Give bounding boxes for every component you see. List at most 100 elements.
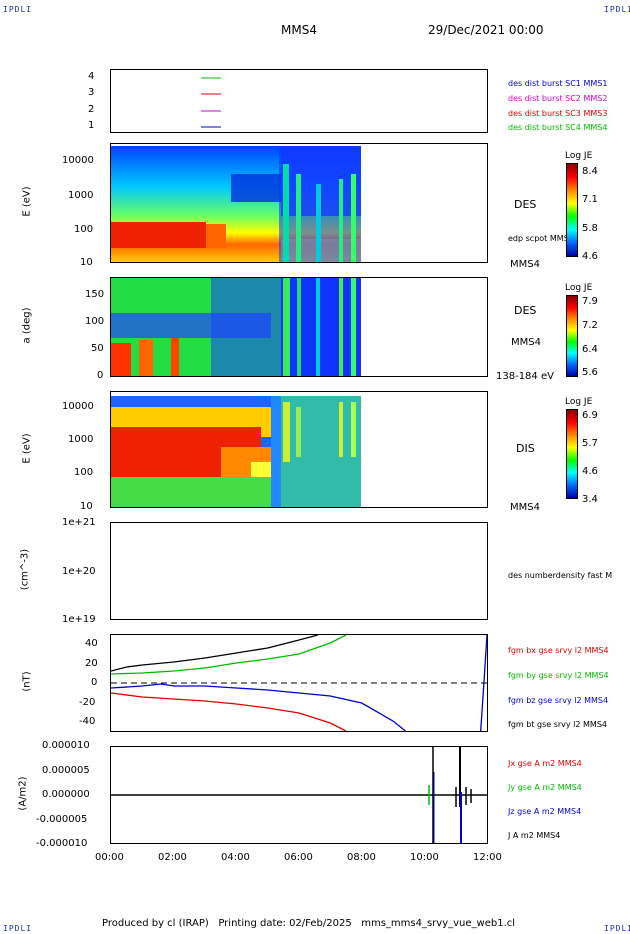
des-e-ylabel: E (eV) — [21, 186, 33, 217]
des-pitch-spectrogram — [111, 278, 361, 376]
dis-energy-panel — [110, 391, 488, 508]
des-pitch-panel — [110, 277, 488, 377]
j-ytick-3: -0.000005 — [36, 814, 88, 825]
cb3-tick-0: 6.9 — [582, 410, 598, 421]
xtick-0600: 06:00 — [284, 852, 313, 863]
avail-legend-sc2: des dist burst SC2 MMS2 — [508, 94, 608, 103]
dis-e-ylabel: E (eV) — [21, 433, 33, 464]
availability-panel — [110, 69, 488, 133]
dis-e-ytick-10: 10 — [80, 501, 93, 512]
des-pitch-red-2 — [139, 340, 153, 376]
b-ytick-m40: -40 — [79, 716, 96, 727]
avail-ytick-3: 3 — [88, 87, 95, 98]
cb1-tick-2: 5.8 — [582, 223, 598, 234]
cb1-title: Log JE — [565, 151, 593, 161]
j-legend-jx: Jx gse A m2 MMS4 — [508, 759, 582, 768]
dens-legend: des numberdensity fast M — [508, 571, 613, 580]
j-legend-jz: Jz gse A m2 MMS4 — [508, 807, 582, 816]
dis-e-ytick-10000: 10000 — [62, 401, 94, 412]
dis-e-ytick-100: 100 — [74, 467, 94, 478]
des-pa-ytick-0: 0 — [97, 370, 104, 381]
dis-energy-burst-4 — [351, 402, 356, 457]
des-pa-side-label: DES — [514, 304, 537, 317]
current-plot — [111, 747, 487, 843]
logo-top-right: IPDLI — [604, 5, 630, 14]
xtick-0200: 02:00 — [158, 852, 187, 863]
j-ytick-0: 0.000010 — [42, 740, 90, 751]
cb1-bar — [566, 163, 578, 257]
avail-legend-sc4: des dist burst SC4 MMS4 — [508, 123, 608, 132]
des-pa-bottom-label: 138-184 eV — [496, 371, 554, 382]
xtick-0000: 00:00 — [95, 852, 124, 863]
des-energy-blue-band — [231, 174, 281, 202]
bfield-series-line-4 — [480, 635, 487, 731]
des-e-ytick-10: 10 — [80, 257, 93, 268]
b-ytick-40: 40 — [85, 638, 98, 649]
des-pa-side-sub: MMS4 — [511, 337, 541, 348]
des-pa-ytick-50: 50 — [91, 343, 104, 354]
footer-text: Produced by cl (IRAP) Printing date: 02/… — [102, 918, 516, 929]
avail-legend-sc1: des dist burst SC1 MMS1 — [508, 79, 608, 88]
des-energy-burst-5 — [351, 174, 356, 262]
des-pitch-burst-4 — [339, 278, 343, 376]
dens-ytick-1: 1e+20 — [62, 566, 96, 577]
des-pitch-burst-5 — [351, 278, 356, 376]
j-ytick-2: 0.000000 — [42, 789, 90, 800]
cb1-tick-0: 8.4 — [582, 166, 598, 177]
bfield-series-line-0 — [111, 635, 318, 672]
des-pitch-red-1 — [111, 343, 131, 376]
des-pitch-burst-2 — [297, 278, 301, 376]
cb2-tick-0: 7.9 — [582, 296, 598, 307]
j-legend-jy: Jy gse A m2 MMS4 — [508, 783, 582, 792]
des-pitch-red-3 — [171, 338, 179, 376]
j-ytick-1: 0.000005 — [42, 765, 90, 776]
dis-energy-burst-2 — [296, 407, 301, 457]
b-legend-bx: fgm bx gse srvy l2 MMS4 — [508, 646, 609, 655]
cb2-title: Log JE — [565, 283, 593, 293]
logo-bottom-right: IPDLI — [604, 924, 630, 933]
des-energy-hot-region-2 — [206, 224, 226, 248]
xtick-0400: 04:00 — [221, 852, 250, 863]
density-panel — [110, 522, 488, 620]
avail-legend-sc3: des dist burst SC3 MMS3 — [508, 109, 608, 118]
des-pitch-late-blue — [281, 278, 361, 376]
b-ylabel: (nT) — [21, 671, 33, 692]
availability-plot — [201, 77, 221, 128]
b-ytick-0: 0 — [91, 677, 98, 688]
dis-energy-spectrogram — [111, 396, 361, 507]
dis-e-ytick-1000: 1000 — [68, 434, 94, 445]
b-legend-bt: fgm bt gse srvy l2 MMS4 — [508, 720, 607, 729]
des-energy-burst-3 — [316, 184, 321, 262]
des-energy-burst-1 — [283, 164, 289, 262]
des-energy-burst-4 — [339, 179, 343, 262]
logo-top-left: IPDLI — [3, 5, 33, 14]
avail-ytick-4: 4 — [88, 71, 95, 82]
xtick-1000: 10:00 — [410, 852, 439, 863]
xtick-1200: 12:00 — [473, 852, 502, 863]
dis-energy-late — [281, 396, 361, 507]
xtick-0800: 08:00 — [347, 852, 376, 863]
cb1-tick-3: 4.6 — [582, 251, 598, 262]
dens-ylabel: (cm^-3) — [19, 548, 31, 591]
cb2-bar — [566, 295, 578, 377]
j-ytick-4: -0.000010 — [36, 838, 88, 849]
des-e-bottom-label: MMS4 — [510, 259, 540, 270]
cb3-tick-3: 3.4 — [582, 494, 598, 505]
dis-energy-burst-3 — [339, 402, 343, 457]
cb2-tick-2: 6.4 — [582, 344, 598, 355]
dis-e-bottom-label: MMS4 — [510, 502, 540, 513]
bfield-series-line-3 — [111, 692, 347, 731]
dis-energy-burst-1 — [283, 402, 290, 462]
dis-energy-gap — [271, 396, 281, 507]
bfield-plot — [111, 635, 487, 731]
cb1-tick-1: 7.1 — [582, 194, 598, 205]
dens-ytick-2: 1e+19 — [62, 614, 96, 625]
des-pa-ylabel: a (deg) — [21, 307, 33, 344]
cb2-tick-3: 5.6 — [582, 367, 598, 378]
bfield-series-line-2 — [111, 683, 406, 731]
bfield-panel — [110, 634, 488, 732]
cb2-tick-1: 7.2 — [582, 320, 598, 331]
j-ylabel: (A/m2) — [17, 776, 29, 811]
des-pa-ytick-100: 100 — [85, 316, 105, 327]
des-pa-ytick-150: 150 — [85, 289, 105, 300]
